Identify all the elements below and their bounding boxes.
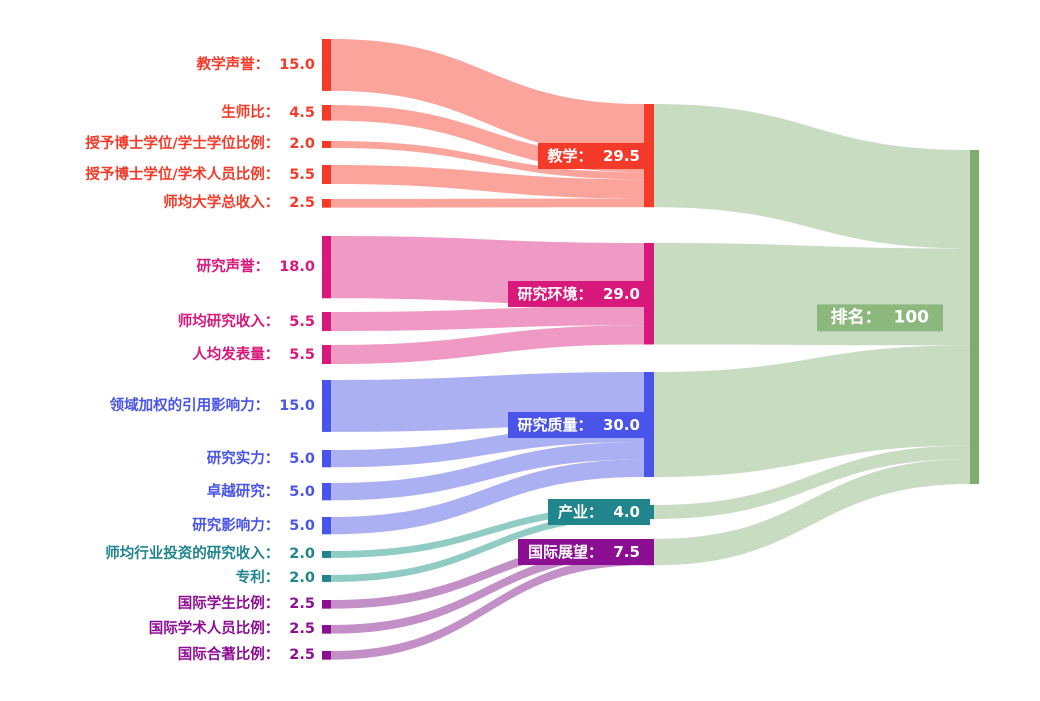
node-intl_students [322,600,331,609]
label-research_reputation: 研究声誉： 18.0 [196,258,315,275]
label-patents: 专利： 2.0 [235,570,315,587]
node-doctorate_staff_ratio [322,165,331,185]
node-research_reputation [322,236,331,299]
label-research_environment: 研究环境： 29.0 [507,280,650,307]
flow-research_productivity-to-research_environment [331,325,644,365]
node-research_strength [322,450,331,468]
label-research_excellence: 卓越研究： 5.0 [206,483,315,500]
node-research_influence [322,517,331,535]
flow-international_outlook-to-overall [654,458,970,566]
label-institutional_income: 师均大学总收入： 2.5 [163,195,315,212]
label-research_income: 师均研究收入： 5.5 [177,313,315,330]
label-industry: 产业： 4.0 [547,499,650,525]
node-institutional_income [322,199,331,208]
label-student_staff_ratio: 生师比： 4.5 [221,104,315,121]
label-doctorate_bachelor_ratio: 授予博士学位/学士学位比例： 2.0 [85,136,315,153]
label-intl_coauthorship: 国际合著比例： 2.5 [177,647,315,664]
label-research_quality: 研究质量： 30.0 [507,411,650,438]
flow-research_quality-to-overall [654,345,970,477]
flow-research_income-to-research_environment [331,306,644,332]
node-student_staff_ratio [322,105,331,121]
flow-research_excellence-to-research_quality [331,442,644,501]
node-intl_coauthorship [322,651,331,660]
label-teaching_reputation: 教学声誉： 15.0 [196,56,315,73]
label-intl_staff: 国际学术人员比例： 2.5 [148,621,315,638]
node-overall [970,150,979,484]
label-industry_income: 师均行业投资的研究收入： 2.0 [105,546,315,563]
label-intl_students: 国际学生比例： 2.5 [177,596,315,613]
label-teaching: 教学： 29.5 [537,142,650,169]
node-teaching_reputation [322,39,331,91]
node-research_income [322,312,331,332]
label-research_influence: 研究影响力： 5.0 [192,517,315,534]
label-doctorate_staff_ratio: 授予博士学位/学术人员比例： 5.5 [85,166,315,183]
node-doctorate_bachelor_ratio [322,141,331,148]
flow-institutional_income-to-teaching [331,198,644,208]
label-citation_impact: 领域加权的引用影响力： 15.0 [109,397,315,414]
label-overall: 排名： 100 [816,304,943,332]
node-research_excellence [322,483,331,501]
node-citation_impact [322,380,331,432]
flow-industry_income-to-industry [331,505,644,558]
flow-doctorate_staff_ratio-to-teaching [331,165,644,199]
flow-industry-to-overall [654,445,970,519]
label-international_outlook: 国际展望： 7.5 [517,539,650,566]
flow-research_influence-to-research_quality [331,459,644,535]
flow-patents-to-industry [331,512,644,582]
node-research_productivity [322,345,331,365]
node-intl_staff [322,625,331,634]
flow-teaching-to-overall [654,104,970,249]
flow-intl_coauthorship-to-international_outlook [331,556,644,660]
label-research_strength: 研究实力： 5.0 [206,450,315,467]
flow-intl_staff-to-international_outlook [331,547,644,634]
flow-teaching_reputation-to-teaching [331,39,644,157]
flow-doctorate_bachelor_ratio-to-teaching [331,141,644,180]
flow-intl_students-to-international_outlook [331,539,644,609]
node-patents [322,575,331,582]
label-research_productivity: 人均发表量： 5.5 [192,346,315,363]
node-industry_income [322,551,331,558]
